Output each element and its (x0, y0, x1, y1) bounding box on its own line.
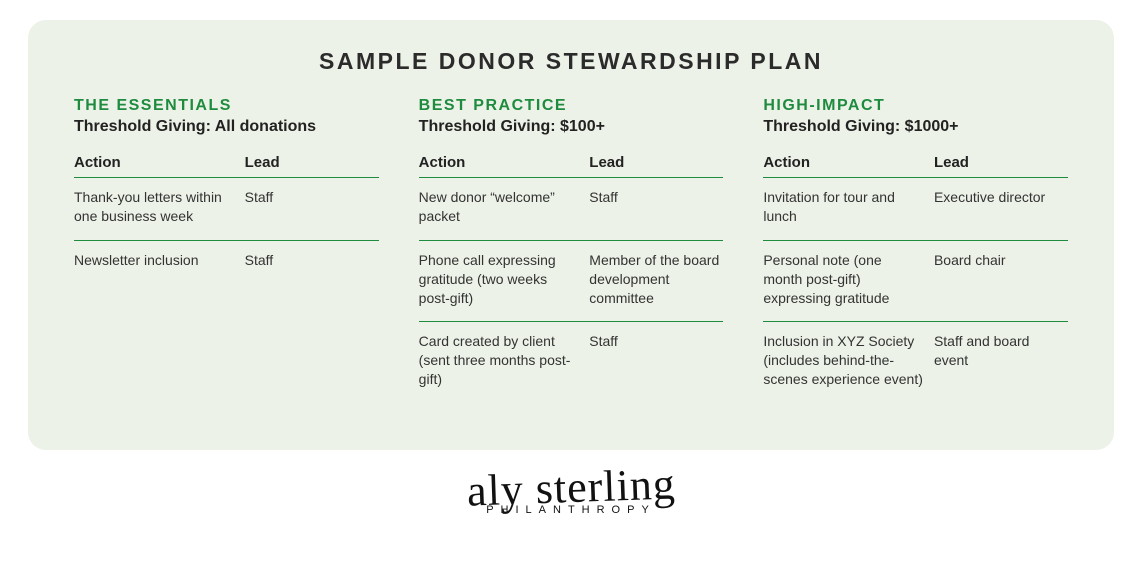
brand-signature: aly sterling (466, 464, 676, 511)
cell-lead: Staff (589, 188, 723, 226)
tier-columns: THE ESSENTIALS Threshold Giving: All don… (74, 97, 1068, 403)
table-header: Action Lead (763, 154, 1068, 178)
header-lead: Lead (934, 154, 1068, 171)
header-action: Action (419, 154, 590, 171)
table-row: Thank-you letters within one business we… (74, 178, 379, 241)
cell-action: Inclusion in XYZ Society (includes behin… (763, 332, 934, 389)
table-row: Personal note (one month post-gift) expr… (763, 241, 1068, 323)
cell-lead: Board chair (934, 251, 1068, 308)
table-row: Phone call expressing gratitude (two wee… (419, 241, 724, 323)
cell-lead: Staff (589, 332, 723, 389)
cell-action: Newsletter inclusion (74, 251, 245, 270)
header-lead: Lead (245, 154, 379, 171)
cell-action: Phone call expressing gratitude (two wee… (419, 251, 590, 308)
header-action: Action (74, 154, 245, 171)
table-header: Action Lead (74, 154, 379, 178)
tier-threshold: Threshold Giving: $1000+ (763, 118, 1068, 136)
cell-lead: Staff (245, 188, 379, 226)
tier-table: Action Lead Invitation for tour and lunc… (763, 154, 1068, 403)
tier-high-impact: HIGH-IMPACT Threshold Giving: $1000+ Act… (763, 97, 1068, 403)
brand-footer: aly sterling PHILANTHROPY (28, 468, 1114, 516)
tier-essentials: THE ESSENTIALS Threshold Giving: All don… (74, 97, 379, 403)
table-header: Action Lead (419, 154, 724, 178)
table-row: Newsletter inclusion Staff (74, 241, 379, 284)
plan-card: SAMPLE DONOR STEWARDSHIP PLAN THE ESSENT… (28, 20, 1114, 450)
cell-lead: Executive director (934, 188, 1068, 226)
cell-action: Thank-you letters within one business we… (74, 188, 245, 226)
cell-action: Personal note (one month post-gift) expr… (763, 251, 934, 308)
cell-lead: Staff (245, 251, 379, 270)
page-title: SAMPLE DONOR STEWARDSHIP PLAN (74, 48, 1068, 75)
cell-action: New donor “welcome” packet (419, 188, 590, 226)
table-row: Inclusion in XYZ Society (includes behin… (763, 322, 1068, 403)
tier-table: Action Lead New donor “welcome” packet S… (419, 154, 724, 403)
cell-lead: Staff and board event (934, 332, 1068, 389)
table-row: New donor “welcome” packet Staff (419, 178, 724, 241)
tier-threshold: Threshold Giving: All donations (74, 118, 379, 136)
header-action: Action (763, 154, 934, 171)
tier-table: Action Lead Thank-you letters within one… (74, 154, 379, 284)
header-lead: Lead (589, 154, 723, 171)
cell-action: Card created by client (sent three month… (419, 332, 590, 389)
tier-label: HIGH-IMPACT (763, 97, 1068, 115)
tier-threshold: Threshold Giving: $100+ (419, 118, 724, 136)
table-row: Invitation for tour and lunch Executive … (763, 178, 1068, 241)
tier-best-practice: BEST PRACTICE Threshold Giving: $100+ Ac… (419, 97, 724, 403)
table-row: Card created by client (sent three month… (419, 322, 724, 403)
tier-label: BEST PRACTICE (419, 97, 724, 115)
cell-lead: Member of the board development committe… (589, 251, 723, 308)
cell-action: Invitation for tour and lunch (763, 188, 934, 226)
tier-label: THE ESSENTIALS (74, 97, 379, 115)
